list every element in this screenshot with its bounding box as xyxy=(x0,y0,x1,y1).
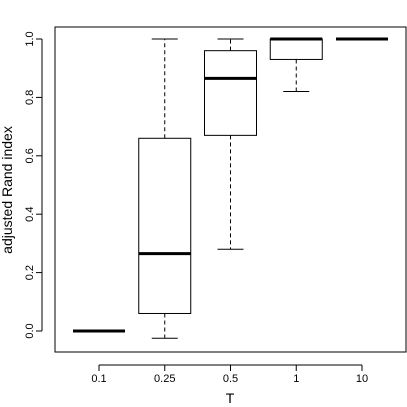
plot-frame xyxy=(54,26,407,353)
y-tick-label: 0.6 xyxy=(24,148,36,163)
y-axis-title: adjusted Rand index xyxy=(0,126,15,254)
box-rect xyxy=(269,38,323,60)
y-tick-label: 0.8 xyxy=(24,90,36,105)
x-tick-label: 0.5 xyxy=(223,373,238,385)
x-tick-label: 1 xyxy=(293,373,299,385)
x-axis-title: T xyxy=(226,390,235,406)
box-0.25 xyxy=(138,38,192,339)
box-rect xyxy=(138,137,192,314)
x-tick-label: 0.1 xyxy=(91,373,106,385)
box-1 xyxy=(269,37,323,93)
boxes xyxy=(73,37,388,339)
y-tick-label: 1.0 xyxy=(24,31,36,46)
box-0.5 xyxy=(204,38,257,250)
box-rect xyxy=(204,50,257,136)
y-tick-label: 0.2 xyxy=(24,265,36,280)
y-axis: 0.0 0.2 0.4 0.6 0.8 1.0 xyxy=(24,31,43,339)
y-tick-label: 0.0 xyxy=(24,323,36,338)
x-axis: 0.1 0.25 0.5 1 10 xyxy=(91,364,368,385)
x-tick-label: 0.25 xyxy=(154,373,175,385)
x-tick-label: 10 xyxy=(356,373,368,385)
y-tick-label: 0.4 xyxy=(24,207,36,222)
